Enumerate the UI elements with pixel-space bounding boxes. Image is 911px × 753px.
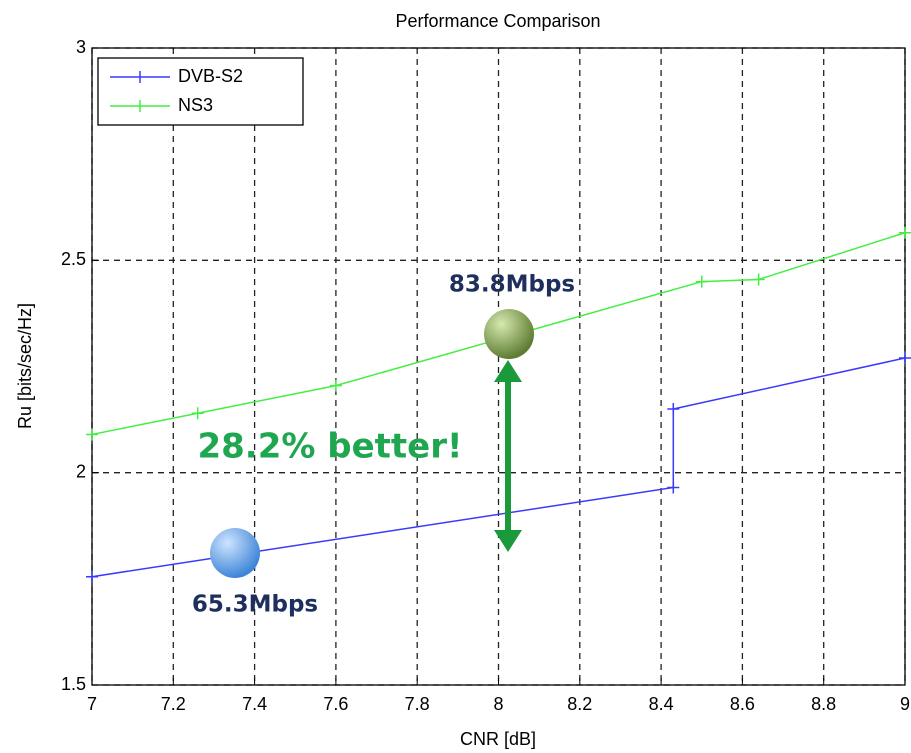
x-tick-label: 8.2 [567, 694, 592, 714]
data-point [86, 428, 98, 441]
arrow-head [494, 360, 522, 382]
y-axis-label: Ru [bits/sec/Hz] [15, 303, 35, 429]
data-point [329, 379, 342, 392]
data-point [899, 352, 911, 365]
data-point [667, 481, 680, 494]
x-tick-label: 7.4 [242, 694, 267, 714]
legend-label: NS3 [178, 95, 213, 115]
y-tick-label: 2.5 [61, 249, 86, 269]
plot-area: 7 7.2 7.4 7.6 7.8 8 8.2 8.4 8.6 8.8 9 1.5 2 2.5 3 DVB-S… [61, 37, 911, 714]
arrow-head [494, 530, 522, 552]
x-tick-label: 8 [493, 694, 503, 714]
marker-sphere [484, 309, 534, 359]
data-line [91, 357, 906, 578]
y-tick-label: 1.5 [61, 674, 86, 694]
x-tick-label: 7.6 [323, 694, 348, 714]
x-axis-label: CNR [dB] [460, 729, 536, 749]
x-tick-label: 8.8 [811, 694, 836, 714]
data-point [695, 275, 708, 288]
annotation: 28.2% better! [197, 427, 462, 467]
chart-title: Performance Comparison [395, 11, 600, 31]
x-tick-label: 7.8 [405, 694, 430, 714]
y-tick-label: 2 [76, 461, 86, 481]
x-tick-label: 8.4 [649, 694, 674, 714]
data-point [667, 402, 680, 415]
legend-box [97, 57, 304, 126]
y-tick-label: 3 [76, 37, 86, 57]
marker-sphere [210, 528, 260, 578]
annotation-group: 83.8Mbps 28.2% better! 65.3Mbps [192, 272, 575, 618]
annotation: 65.3Mbps [192, 592, 318, 618]
legend-label: DVB-S2 [178, 66, 243, 86]
annotation: 83.8Mbps [449, 272, 575, 298]
x-tick-label: 9 [900, 694, 910, 714]
data-point [899, 226, 911, 239]
data-point [86, 570, 98, 583]
x-tick-label: 7 [87, 694, 97, 714]
data-point [191, 407, 204, 420]
plot-frame [91, 47, 906, 686]
data-point [752, 273, 765, 286]
x-tick-label: 7.2 [161, 694, 186, 714]
x-tick-label: 8.6 [730, 694, 755, 714]
